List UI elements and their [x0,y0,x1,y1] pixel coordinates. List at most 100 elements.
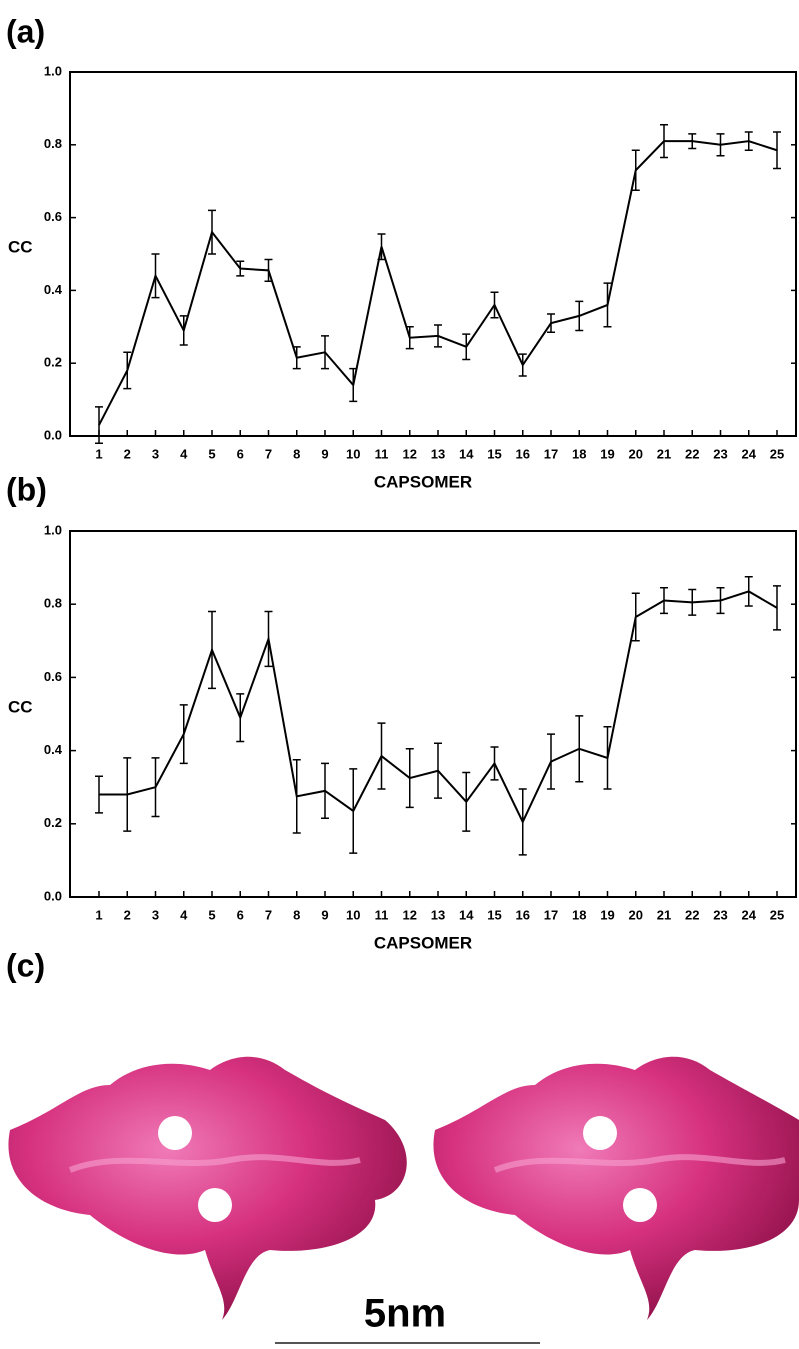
error-bar [123,757,132,832]
error-bar [518,788,527,856]
x-tick-label: 19 [600,446,614,461]
error-bar [434,742,442,799]
error-bar [321,762,329,820]
x-tick-label: 10 [346,446,360,461]
error-bar [236,260,245,277]
error-bar [603,726,612,790]
x-tick-label: 7 [265,446,272,461]
error-bar [462,333,471,361]
x-tick-label: 23 [713,446,727,461]
x-tick-label: 6 [237,446,244,461]
error-bar [377,722,386,790]
x-tick-label: 24 [742,446,757,461]
molecule-right [433,1056,799,1320]
error-bar [660,124,668,159]
error-bar [518,353,527,377]
y-tick-label: 0.8 [44,596,62,611]
x-tick-label: 12 [403,907,417,922]
x-tick-label: 1 [95,907,102,922]
x-tick-label: 5 [208,907,215,922]
error-bar [773,585,781,631]
x-tick-label: 4 [180,907,188,922]
y-tick-label: 0.2 [44,355,62,370]
x-tick-label: 18 [572,446,586,461]
molecule-left [8,1056,407,1320]
x-tick-label: 17 [544,907,558,922]
y-tick-label: 0.4 [44,282,63,297]
error-bar [688,133,697,150]
error-bar [716,586,725,615]
y-tick-label: 0.4 [44,742,63,757]
x-tick-label: 2 [124,446,131,461]
x-tick-label: 19 [600,907,614,922]
error-bar [236,693,245,743]
x-tick-label: 1 [95,446,102,461]
error-bar [547,733,555,790]
x-tick-label: 6 [237,907,244,922]
x-tick-label: 17 [544,446,558,461]
x-tick-label: 15 [487,907,501,922]
x-tick-label: 3 [152,907,159,922]
error-bar [208,209,216,255]
x-tick-label: 22 [685,446,699,461]
y-tick-label: 0.6 [44,669,62,684]
error-bar [462,771,471,832]
x-tick-label: 7 [265,907,272,922]
error-bar [123,351,132,390]
panel-label: (a) [6,13,45,49]
x-axis-label: CAPSOMER [374,933,472,952]
x-tick-label: 10 [346,907,360,922]
x-tick-label: 9 [321,446,328,461]
error-bar [151,253,160,299]
y-tick-label: 1.0 [44,63,62,78]
plot-frame [69,71,797,437]
x-tick-label: 14 [459,446,474,461]
scale-bar-label: 5nm [364,1292,446,1336]
error-bar [377,233,386,261]
error-bar [547,313,555,334]
error-bar [575,300,584,332]
x-tick-label: 16 [516,446,530,461]
error-bar [744,576,753,607]
error-bar [434,324,442,348]
error-bar [292,759,301,834]
x-tick-label: 2 [124,907,131,922]
x-tick-label: 20 [629,907,643,922]
y-axis-label: CC [8,697,33,716]
x-tick-label: 25 [770,907,784,922]
error-bar [631,592,640,642]
error-bar [405,326,414,350]
error-bar [660,586,668,615]
error-bar [349,768,358,854]
error-bar [490,746,499,781]
x-tick-label: 25 [770,446,784,461]
y-axis-label: CC [8,237,33,256]
x-tick-label: 22 [685,907,699,922]
x-tick-label: 16 [516,907,530,922]
x-tick-label: 23 [713,907,727,922]
error-bar [179,704,188,765]
y-tick-label: 0.2 [44,815,62,830]
error-bar [264,610,273,668]
x-tick-label: 5 [208,446,215,461]
error-bar [151,757,160,818]
error-bar [95,406,103,445]
x-tick-label: 13 [431,446,445,461]
error-bar [95,775,103,814]
error-bar [292,346,301,370]
x-tick-label: 8 [293,446,300,461]
x-tick-label: 21 [657,907,671,922]
error-bar [603,282,612,328]
x-tick-label: 15 [487,446,501,461]
x-tick-label: 9 [321,907,328,922]
plot-frame [69,530,797,898]
panel-label: (c) [6,947,45,983]
x-tick-label: 20 [629,446,643,461]
x-tick-label: 21 [657,446,671,461]
x-tick-label: 13 [431,907,445,922]
error-bar [349,367,358,403]
error-bar [321,335,329,370]
x-tick-label: 11 [375,446,389,461]
x-tick-label: 11 [375,907,389,922]
x-tick-label: 3 [152,446,159,461]
